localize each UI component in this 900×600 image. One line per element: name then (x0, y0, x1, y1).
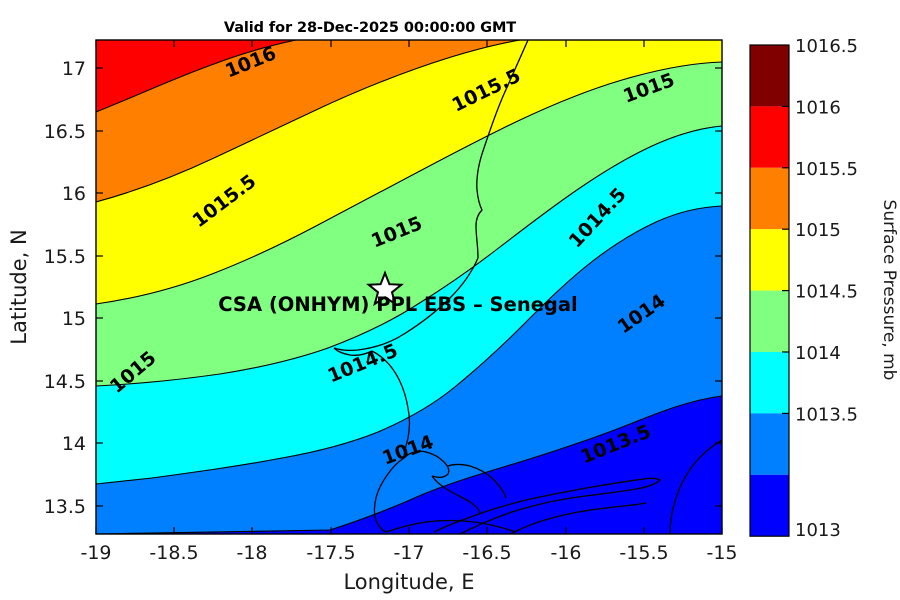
x-tick-label: -15.5 (619, 542, 668, 564)
colorbar-tick-labels: 1016.5 1016 1015.5 1015 1014.5 1014 1013… (795, 36, 858, 541)
y-tick-label: 16 (62, 183, 86, 205)
colorbar-band (750, 290, 789, 352)
colorbar-band (750, 352, 789, 414)
coastline-layer (333, 40, 722, 534)
x-tick-labels: -19 -18.5 -18 -17.5 -17 -16.5 -16 -15.5 … (80, 542, 737, 564)
x-tick-marks (95, 40, 723, 534)
x-tick-label: -16.5 (462, 542, 511, 564)
x-axis-title: Longitude, E (343, 570, 474, 594)
colorbar-band (750, 474, 789, 537)
colorbar[interactable]: 1016.5 1016 1015.5 1015 1014.5 1014 1013… (749, 36, 899, 541)
y-tick-label: 15 (62, 308, 86, 330)
colorbar-tick-label: 1014 (795, 343, 841, 364)
star-marker[interactable] (366, 270, 404, 307)
colorbar-tick-label: 1016.5 (795, 36, 858, 57)
contour-line-layer (96, 40, 722, 534)
y-tick-marks (96, 67, 722, 507)
x-tick-label: -17.5 (306, 542, 355, 564)
site-marker-group[interactable]: CSA (ONHYM) PPL EBS – Senegal (218, 270, 578, 316)
y-tick-label: 14 (62, 433, 86, 455)
x-tick-label: -17 (393, 542, 424, 564)
site-label: CSA (ONHYM) PPL EBS – Senegal (218, 293, 577, 316)
y-tick-label: 14.5 (44, 371, 86, 393)
y-tick-label: 13.5 (44, 496, 86, 518)
x-tick-label: -15 (706, 542, 737, 564)
y-axis-title: Latitude, N (7, 229, 31, 345)
colorbar-ticks (782, 105, 789, 414)
colorbar-band (750, 167, 789, 230)
x-tick-label: -18.5 (149, 542, 198, 564)
colorbar-band (750, 229, 789, 291)
colorbar-band (750, 106, 789, 168)
page-title: Valid for 28-Dec-2025 00:00:00 GMT (223, 20, 517, 36)
colorbar-band (750, 45, 789, 107)
colorbar-title: Surface Pressure, mb (879, 200, 899, 381)
y-tick-label: 15.5 (44, 246, 86, 268)
contour-fill-layer (96, 40, 722, 534)
colorbar-tick-label: 1013.5 (795, 404, 858, 425)
colorbar-tick-label: 1015 (795, 220, 841, 241)
colorbar-band (750, 413, 789, 475)
colorbar-tick-label: 1014.5 (795, 282, 858, 303)
y-tick-label: 17 (62, 58, 86, 80)
colorbar-tick-label: 1013 (795, 520, 841, 541)
colorbar-tick-label: 1016 (795, 97, 841, 118)
y-tick-labels: 13.5 14 14.5 15 15.5 16 16.5 17 (44, 58, 86, 518)
x-tick-label: -19 (80, 542, 111, 564)
x-tick-label: -18 (236, 542, 267, 564)
colorbar-tick-label: 1015.5 (795, 159, 858, 180)
y-tick-label: 16.5 (44, 121, 86, 143)
x-tick-label: -16 (550, 542, 581, 564)
